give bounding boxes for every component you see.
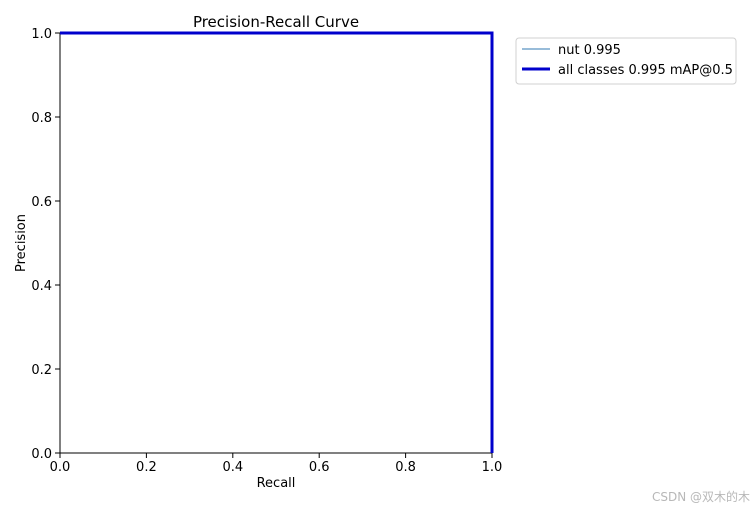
watermark: CSDN @双木的木: [651, 490, 750, 504]
legend-box: [515, 37, 737, 85]
y-tick-label: 0.8: [31, 111, 52, 126]
series-line-nut: [60, 32, 493, 453]
y-tick-label: 0.0: [31, 447, 52, 462]
series-layer: [60, 31, 494, 453]
y-axis-label: Precision: [14, 214, 29, 272]
x-tick-label: 0.0: [50, 460, 71, 475]
chart-title: Precision-Recall Curve: [193, 13, 359, 31]
x-tick-label: 0.2: [136, 460, 157, 475]
x-tick-label: 0.6: [309, 460, 330, 475]
legend: nut 0.995 all classes 0.995 mAP@0.5: [515, 37, 737, 85]
series-line-all-classes: [60, 31, 494, 453]
x-axis-label: Recall: [257, 476, 296, 491]
x-axis: 0.0 0.2 0.4 0.6 0.8 1.0: [50, 453, 503, 475]
x-tick-label: 1.0: [482, 460, 503, 475]
y-tick-label: 0.6: [31, 195, 52, 210]
x-tick-label: 0.4: [222, 460, 243, 475]
y-tick-label: 0.2: [31, 363, 52, 378]
y-tick-label: 0.4: [31, 279, 52, 294]
x-tick-label: 0.8: [395, 460, 416, 475]
y-axis: 0.0 0.2 0.4 0.6 0.8 1.0: [31, 27, 60, 462]
legend-label-all-classes: all classes 0.995 mAP@0.5: [558, 63, 733, 78]
legend-label-nut: nut 0.995: [558, 43, 621, 58]
y-tick-label: 1.0: [31, 27, 52, 42]
plot-area: [59, 32, 493, 454]
